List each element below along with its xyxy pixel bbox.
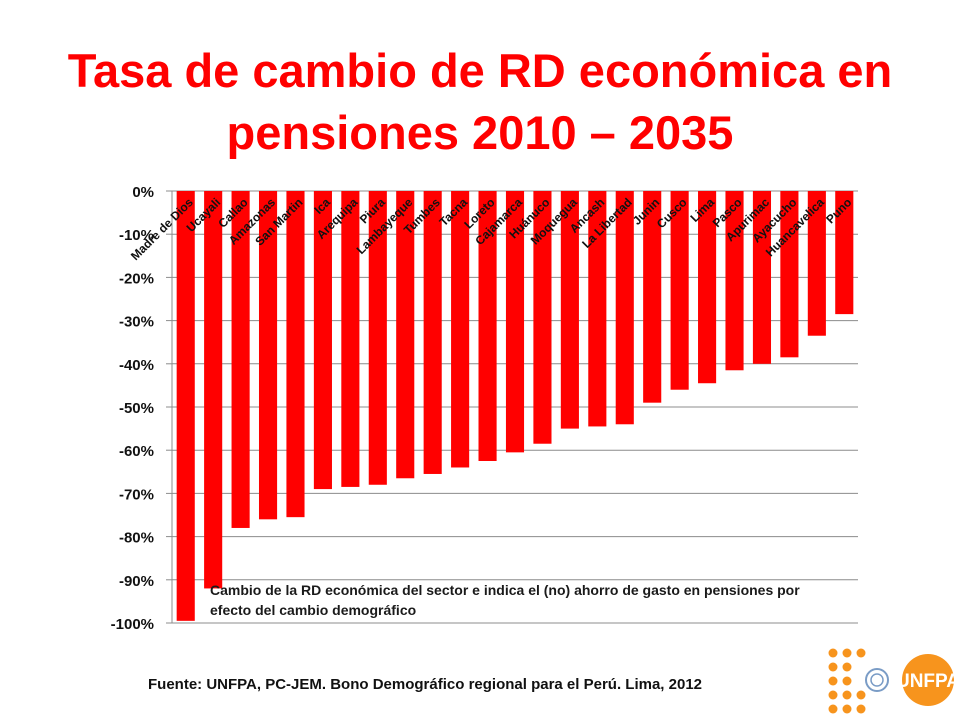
logo-dot bbox=[828, 690, 838, 700]
bar bbox=[807, 191, 826, 336]
bar bbox=[341, 191, 360, 487]
bar bbox=[313, 191, 332, 490]
bar bbox=[204, 191, 223, 589]
bar bbox=[368, 191, 387, 485]
bar bbox=[451, 191, 470, 468]
bar bbox=[698, 191, 717, 384]
un-emblem-inner bbox=[870, 673, 884, 687]
bar bbox=[423, 191, 442, 474]
bar bbox=[615, 191, 634, 425]
logo-dot bbox=[828, 704, 838, 714]
bar bbox=[670, 191, 689, 390]
logo-dot bbox=[842, 690, 852, 700]
logo-dot bbox=[856, 690, 866, 700]
bars bbox=[176, 191, 854, 621]
bar bbox=[643, 191, 662, 403]
y-axis: 0% -10% -20% -30% -40% -50% -60% -70% -80% -90% -1… bbox=[111, 184, 173, 633]
bar bbox=[258, 191, 278, 520]
logo-dots bbox=[828, 648, 866, 714]
bar bbox=[560, 191, 579, 429]
bar bbox=[752, 191, 772, 364]
bar bbox=[176, 191, 195, 621]
source-citation: Fuente: UNFPA, PC-JEM. Bono Demográfico … bbox=[148, 676, 703, 693]
bar bbox=[533, 191, 552, 444]
y-tick-label: -20% bbox=[119, 270, 154, 287]
y-tick-label: -100% bbox=[111, 616, 154, 633]
y-tick-label: -70% bbox=[119, 486, 154, 503]
logo-dot bbox=[842, 704, 852, 714]
y-tick-label: -80% bbox=[119, 530, 154, 547]
y-tick-label: -30% bbox=[119, 314, 154, 331]
y-tick-label: 0% bbox=[132, 184, 154, 201]
logo-dot bbox=[842, 648, 852, 658]
y-tick-label: -60% bbox=[119, 443, 154, 460]
title-line-2: pensiones 2010 – 2035 bbox=[226, 106, 734, 159]
y-tick-label: -50% bbox=[119, 400, 154, 417]
page-title: Tasa de cambio de RD económica en pensio… bbox=[0, 40, 960, 164]
bar bbox=[835, 191, 854, 315]
title-line-1: Tasa de cambio de RD económica en bbox=[67, 44, 893, 97]
bar bbox=[505, 191, 525, 453]
logo-dot bbox=[828, 662, 838, 672]
logo-dot bbox=[842, 662, 852, 672]
logo-dot bbox=[856, 648, 866, 658]
bar bbox=[588, 191, 607, 427]
chart-annotation: Cambio de la RD económica del sector e i… bbox=[210, 582, 800, 618]
logo-dot bbox=[828, 648, 838, 658]
logo-dot bbox=[842, 676, 852, 686]
unfpa-logo: UNFPA bbox=[828, 648, 955, 714]
bar bbox=[396, 191, 415, 479]
bar bbox=[478, 191, 497, 461]
bar bbox=[231, 191, 250, 528]
logo-text: UNFPA bbox=[896, 671, 955, 692]
unfpa-badge bbox=[902, 654, 954, 706]
logo-dot bbox=[828, 676, 838, 686]
bar bbox=[725, 191, 744, 371]
logo-dot bbox=[856, 704, 866, 714]
un-emblem-icon bbox=[865, 668, 889, 692]
y-tick-label: -90% bbox=[119, 573, 154, 590]
bar bbox=[780, 191, 799, 358]
y-tick-label: -40% bbox=[119, 357, 154, 374]
bar bbox=[286, 191, 305, 518]
y-tick-label: -10% bbox=[119, 227, 154, 244]
